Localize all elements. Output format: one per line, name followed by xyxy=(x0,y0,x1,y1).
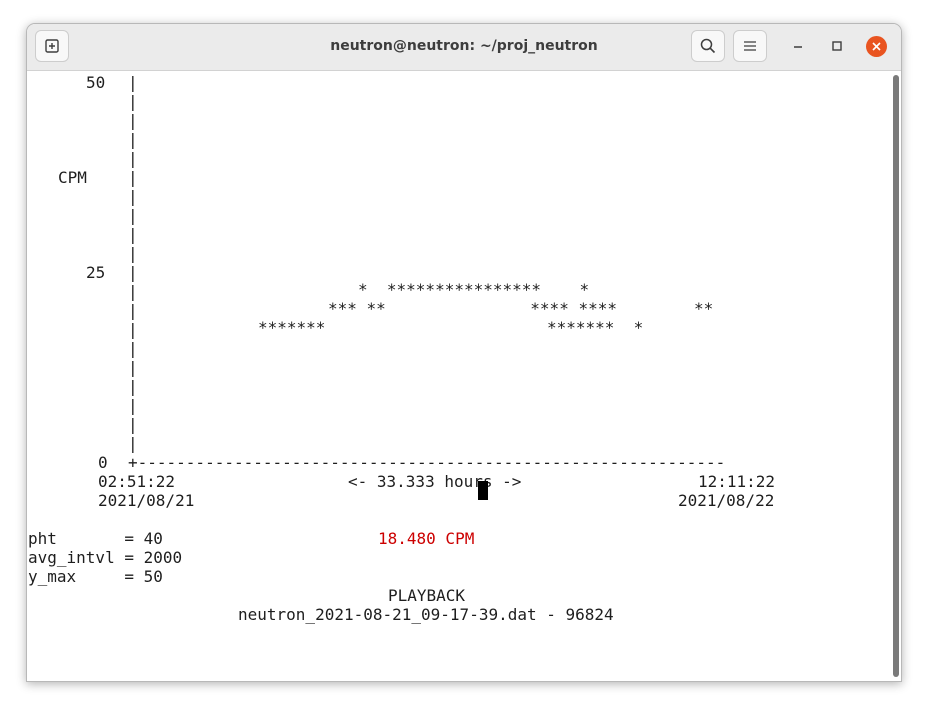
current-cpm: 18.480 CPM xyxy=(378,529,475,548)
y-axis-bar: | xyxy=(128,187,138,206)
y-axis-bar: | xyxy=(128,263,138,282)
param-y-max: y_max = 50 xyxy=(28,567,163,586)
y-axis-bar: | xyxy=(128,225,138,244)
y-axis-bar: | xyxy=(128,339,138,358)
param-avg-intvl: avg_intvl = 2000 xyxy=(28,548,183,567)
y-axis-bar: | xyxy=(128,320,138,339)
y-tick-mid: 25 xyxy=(86,263,106,282)
y-axis-bar: | xyxy=(128,73,138,92)
scrollbar[interactable] xyxy=(891,71,901,681)
text-cursor xyxy=(478,481,488,500)
plot-row-3: ******* ******* * xyxy=(258,318,644,337)
hamburger-menu-icon xyxy=(744,40,756,52)
close-icon xyxy=(872,42,881,51)
window-title: neutron@neutron: ~/proj_neutron xyxy=(330,38,598,54)
y-axis-bar: | xyxy=(128,206,138,225)
mode-label: PLAYBACK xyxy=(388,586,466,605)
close-button[interactable] xyxy=(866,36,887,57)
y-axis-bar: | xyxy=(128,396,138,415)
y-axis-bar: | xyxy=(128,244,138,263)
plot-row-1: * **************** * xyxy=(358,280,590,299)
terminal-output[interactable]: | | | | | | | | | | | | | | | | | | | | 50 CPM 25 * *******… xyxy=(27,71,891,681)
x-axis-line: +---------------------------------------… xyxy=(128,453,726,472)
x-span-label: <- 33.333 hours -> xyxy=(348,472,522,491)
y-axis-bar: | xyxy=(128,149,138,168)
plot-row-2: *** ** **** **** ** xyxy=(328,299,714,318)
new-tab-icon xyxy=(45,39,59,53)
y-axis-bar: | xyxy=(128,377,138,396)
minimize-icon xyxy=(794,46,802,48)
y-axis-label: CPM xyxy=(58,168,87,187)
y-tick-bottom: 0 xyxy=(98,453,108,472)
param-pht: pht = 40 xyxy=(28,529,163,548)
y-axis-bar: | xyxy=(128,358,138,377)
x-start-date: 2021/08/21 xyxy=(98,491,195,510)
x-end-date: 2021/08/22 xyxy=(678,491,775,510)
title-bar: neutron@neutron: ~/proj_neutron xyxy=(27,24,901,71)
menu-button[interactable] xyxy=(733,30,767,62)
maximize-button[interactable] xyxy=(827,36,847,56)
y-axis-bar: | xyxy=(128,92,138,111)
search-icon xyxy=(700,38,716,54)
y-axis-bar: | xyxy=(128,415,138,434)
y-axis-bar: | xyxy=(128,282,138,301)
y-axis-bar: | xyxy=(128,301,138,320)
terminal-window: neutron@neutron: ~/proj_neutron xyxy=(26,23,902,682)
scrollbar-thumb[interactable] xyxy=(893,75,899,677)
x-end-time: 12:11:22 xyxy=(698,472,776,491)
maximize-icon xyxy=(832,41,842,51)
y-tick-top: 50 xyxy=(86,73,106,92)
minimize-button[interactable] xyxy=(788,36,808,56)
x-start-time: 02:51:22 xyxy=(98,472,176,491)
y-axis-bar: | xyxy=(128,168,138,187)
y-axis-bar: | xyxy=(128,111,138,130)
y-axis-bar: | xyxy=(128,434,138,453)
search-button[interactable] xyxy=(691,30,725,62)
y-axis-bar: | xyxy=(128,130,138,149)
file-line: neutron_2021-08-21_09-17-39.dat - 96824 xyxy=(238,605,614,624)
new-tab-button[interactable] xyxy=(35,30,69,62)
